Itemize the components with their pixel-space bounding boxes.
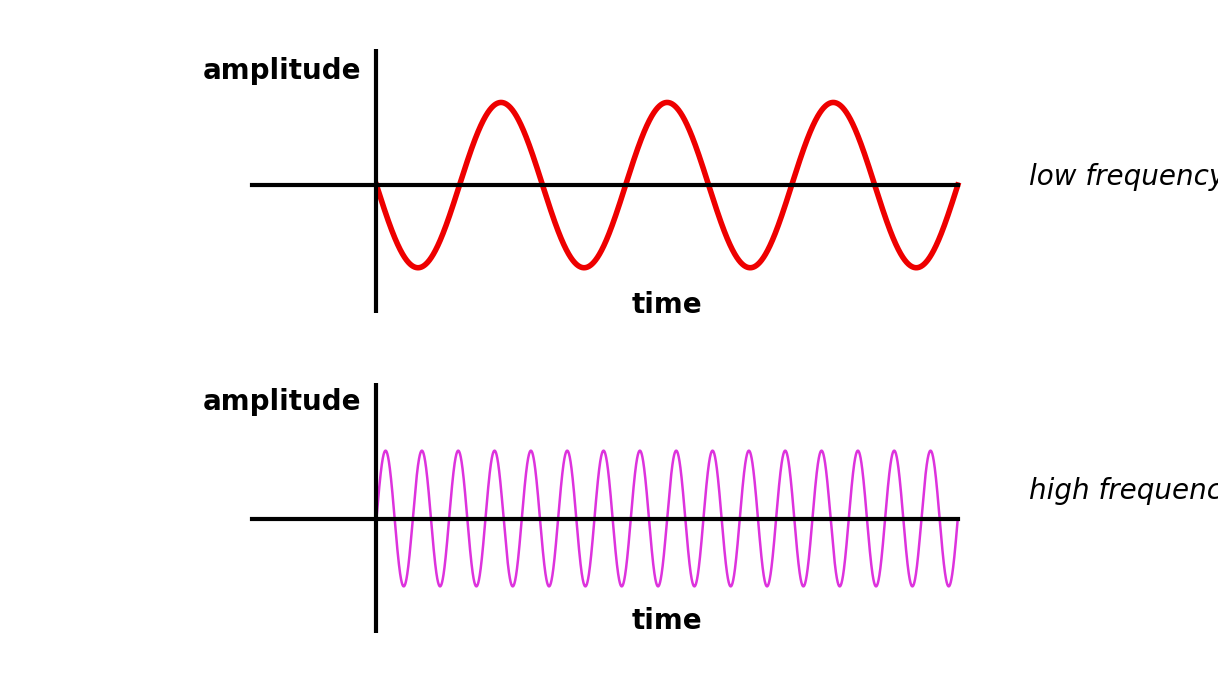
Text: high frequency: high frequency bbox=[1029, 477, 1218, 505]
Text: low frequency: low frequency bbox=[1029, 164, 1218, 191]
Text: amplitude: amplitude bbox=[203, 57, 362, 85]
Text: amplitude: amplitude bbox=[203, 388, 362, 416]
Text: time: time bbox=[632, 608, 703, 635]
Text: time: time bbox=[632, 291, 703, 319]
